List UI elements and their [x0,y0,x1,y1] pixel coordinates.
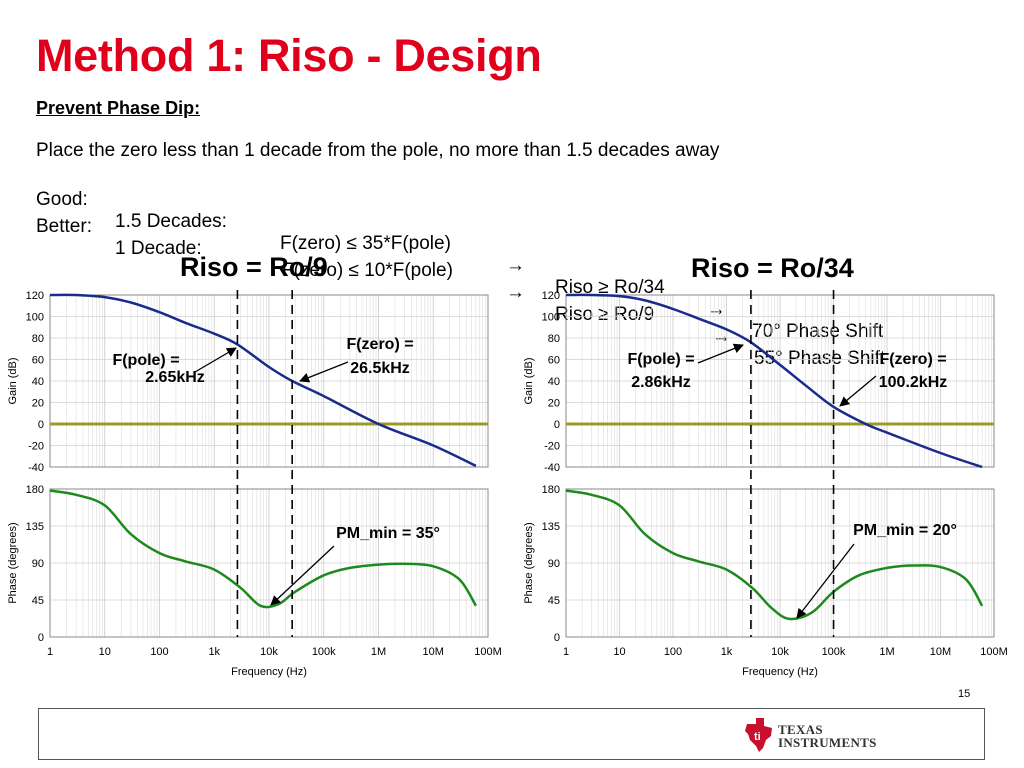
x-tick-label: 10 [613,646,625,658]
phase-tick-label: 180 [26,484,44,496]
x-tick-label: 1 [563,646,569,658]
logo-line-1: Texas [778,722,823,737]
x-tick-label: 1k [721,646,733,658]
phase-margin-annotation: PM_min = 20° [853,522,957,539]
phase-tick-label: 90 [548,558,560,570]
phase-plot-frame [49,488,489,638]
x-tick-label: 100k [822,646,846,658]
pole-annotation-line1: F(pole) = [112,352,179,369]
texas-instruments-logo: ti Texas Instruments [744,718,884,754]
chart-title-left: Riso = Ro/9 [180,252,328,282]
phase-tick-label: 180 [542,484,560,496]
gain-tick-label: 60 [548,355,560,367]
phase-plot-frame [565,488,995,638]
gain-tick-label: 80 [32,333,44,345]
pole-arrow [194,347,237,373]
phase-margin-annotation: PM_min = 35° [336,525,440,542]
gain-tick-label: -20 [28,441,44,453]
x-tick-label: 10k [260,646,278,658]
phase-curve [565,489,984,621]
good-label: Good: [36,189,88,210]
phase-axis-label: Phase (degrees) [523,522,535,603]
svg-text:ti: ti [754,731,761,743]
x-tick-label: 100M [474,646,502,658]
better-label: Better: [36,216,92,237]
zero-annotation-line2: 26.5kHz [350,360,410,377]
gain-tick-label: 100 [26,312,44,324]
x-tick-label: 100k [312,646,336,658]
phase-tick-label: 90 [32,558,44,570]
gain-axis-label: Gain (dB) [7,357,19,404]
phase-tick-label: 135 [26,521,44,533]
gain-tick-label: 0 [554,419,560,431]
gain-tick-label: -20 [544,441,560,453]
phase-tick-label: 135 [542,521,560,533]
ti-state-icon: ti [745,718,772,752]
zero-annotation-line2: 100.2kHz [879,374,948,391]
gain-tick-label: 0 [38,419,44,431]
section-subtitle: Prevent Phase Dip: [36,98,201,118]
pole-annotation-line2: 2.86kHz [631,374,691,391]
good-zero-condition: F(zero) ≤ 35*F(pole) [280,233,451,254]
zero-arrow [839,375,877,407]
slide-title: Method 1: Riso - Design [36,30,542,81]
gain-tick-label: 120 [542,290,560,302]
gain-plot-frame [565,294,995,468]
gain-tick-label: 20 [32,398,44,410]
gain-tick-label: 60 [32,355,44,367]
chart-title-right: Riso = Ro/34 [691,253,854,283]
page-number: 15 [958,688,971,700]
gain-plot-frame [49,294,489,468]
good-phase-shift: 70° Phase Shift [752,321,884,342]
phase-axis-label: Phase (degrees) [7,522,19,603]
phase-tick-label: 0 [554,632,560,644]
x-tick-label: 10 [99,646,111,658]
x-axis-label: Frequency (Hz) [742,666,818,678]
x-tick-label: 10M [930,646,951,658]
gain-axis-label: Gain (dB) [523,357,535,404]
x-tick-label: 1M [371,646,386,658]
x-tick-label: 100 [150,646,168,658]
phase-margin-arrow [270,545,335,606]
phase-curve [49,489,477,609]
better-arrow-1: → [506,282,525,303]
phase-margin-arrow [796,543,855,619]
zero-annotation-line1: F(zero) = [879,351,946,368]
gain-tick-label: -40 [544,462,560,474]
good-riso: Riso ≥ Ro/34 [555,277,665,298]
x-axis-label: Frequency (Hz) [231,666,307,678]
pole-annotation-line1: F(pole) = [627,351,694,368]
x-tick-label: 10k [771,646,789,658]
logo-wordmark: Texas Instruments [778,723,877,749]
good-decades: 1.5 Decades: [115,211,227,232]
better-zero-condition: F(zero) ≤ 10*F(pole) [282,260,453,281]
rule-line: Place the zero less than 1 decade from t… [36,140,720,161]
gain-tick-label: 120 [26,290,44,302]
x-tick-label: 1 [47,646,53,658]
gain-tick-label: 80 [548,333,560,345]
x-tick-label: 10M [423,646,444,658]
phase-tick-label: 45 [548,595,560,607]
gain-tick-label: 100 [542,312,560,324]
gain-tick-label: 40 [548,376,560,388]
good-arrow-1: → [506,255,525,276]
better-decades: 1 Decade: [115,238,202,259]
pole-arrow [697,343,744,364]
zero-arrow [299,361,349,383]
phase-tick-label: 0 [38,632,44,644]
gain-curve [49,293,477,468]
gain-tick-label: -40 [28,462,44,474]
logo-line-2: Instruments [778,735,877,750]
x-tick-label: 100 [664,646,682,658]
x-tick-label: 1M [879,646,894,658]
pole-annotation-line2: 2.65kHz [145,369,205,386]
zero-annotation-line1: F(zero) = [346,336,413,353]
phase-tick-label: 45 [32,595,44,607]
x-tick-label: 1k [208,646,220,658]
gain-tick-label: 20 [548,398,560,410]
gain-tick-label: 40 [32,376,44,388]
x-tick-label: 100M [980,646,1008,658]
footer-box [38,708,985,760]
